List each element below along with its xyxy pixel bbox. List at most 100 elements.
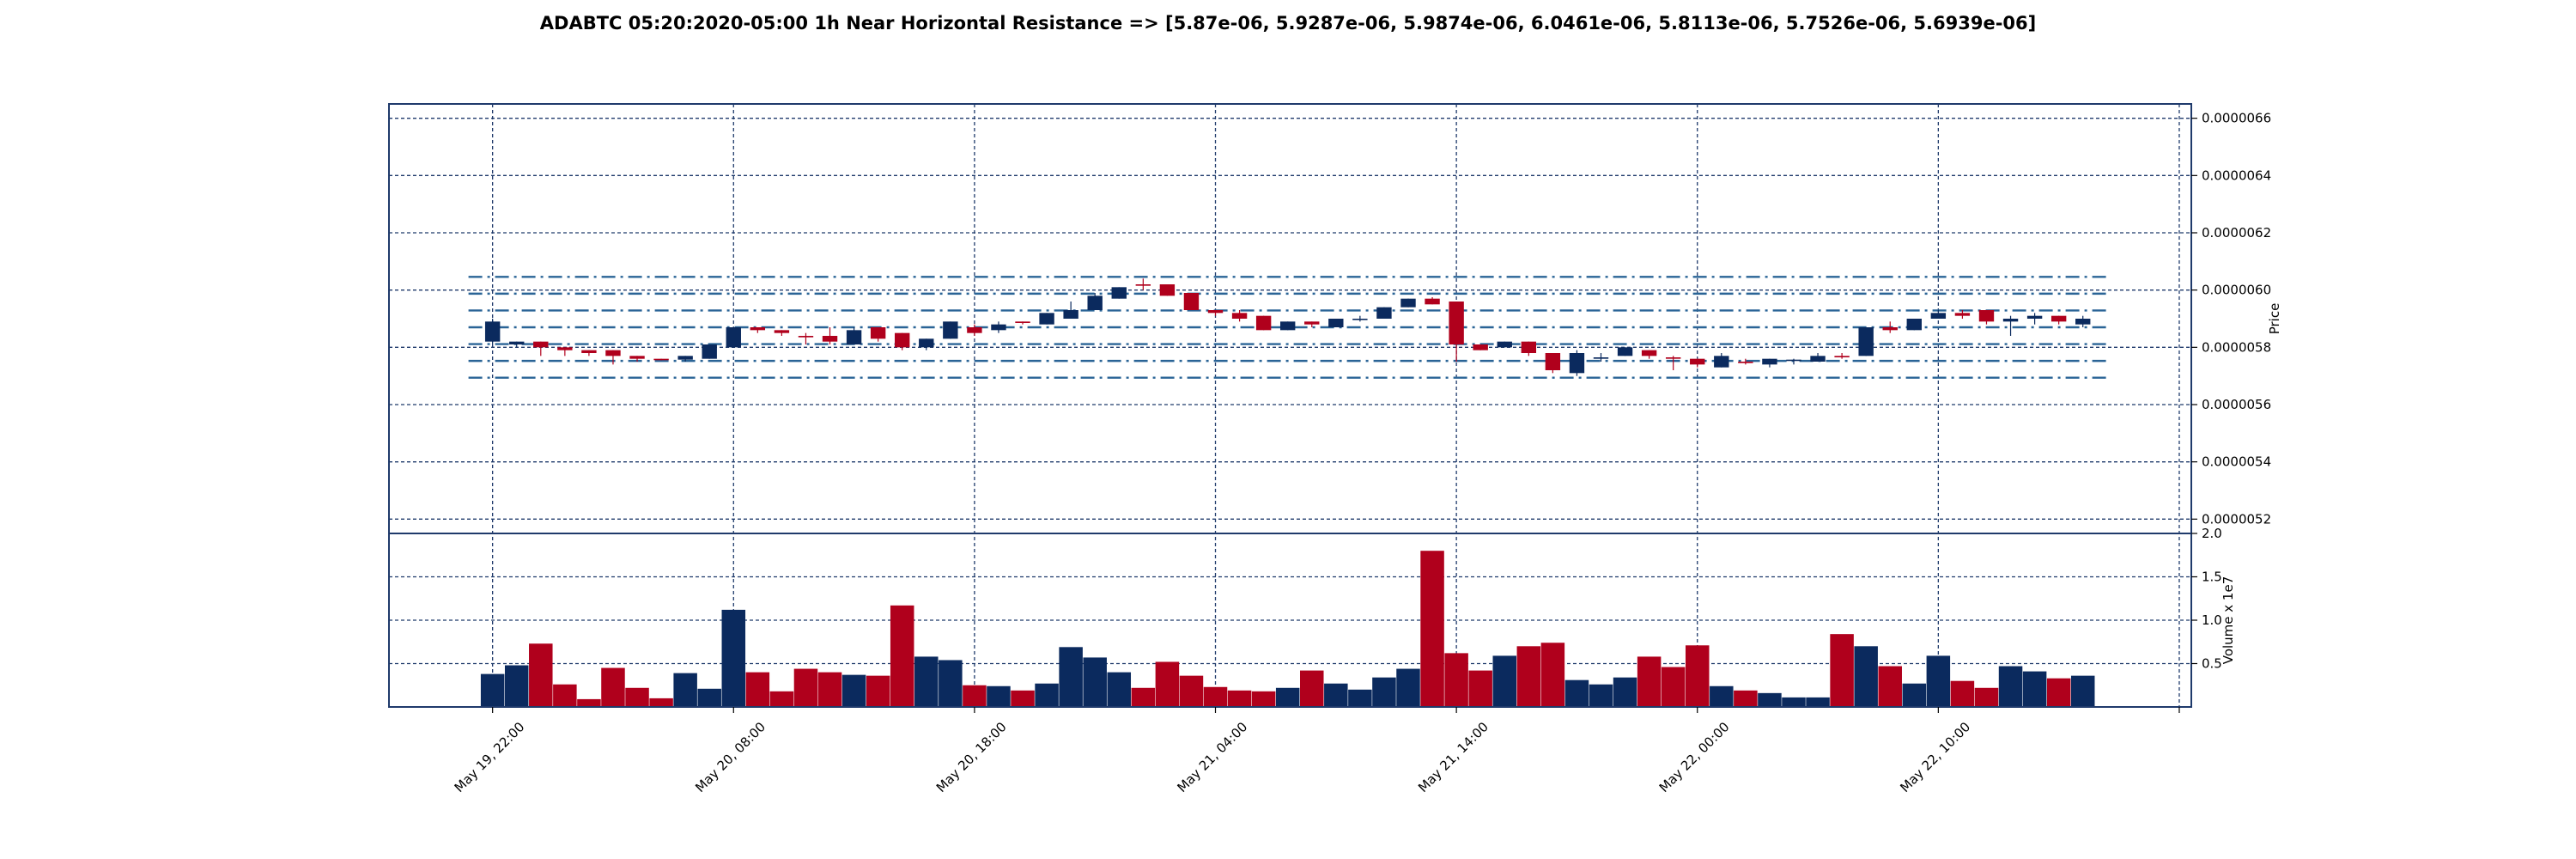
candle — [509, 341, 525, 348]
volume-bar — [1035, 683, 1059, 707]
candle — [1786, 358, 1801, 365]
candle-body — [1328, 319, 1344, 327]
candle — [1231, 310, 1248, 322]
volume-bar — [866, 675, 890, 707]
candle-body — [702, 344, 717, 359]
volume-bar — [890, 605, 914, 707]
candle-body — [1762, 358, 1777, 365]
candle-body — [629, 356, 645, 359]
candle-body — [557, 347, 573, 350]
candle-body — [1111, 287, 1127, 299]
volume-bar — [963, 685, 987, 707]
candle — [1328, 319, 1344, 327]
candle-body — [1231, 313, 1248, 319]
candle-body — [2026, 315, 2043, 319]
candle — [1545, 353, 1561, 374]
candle — [1569, 350, 1585, 376]
candle-body — [1545, 353, 1561, 370]
candle-body — [822, 336, 838, 342]
volume-bar — [745, 672, 770, 707]
candle-body — [1641, 350, 1657, 356]
volume-axis-label: Volume x 1e7 — [2221, 576, 2236, 665]
candle — [1714, 353, 1729, 368]
candle-body — [1063, 310, 1078, 319]
volume-bar — [673, 673, 697, 707]
candle — [1762, 358, 1777, 368]
candle-body — [1279, 321, 1296, 331]
candle — [1135, 278, 1151, 290]
candle — [1279, 321, 1296, 331]
candle-body — [1039, 313, 1054, 325]
candle-body — [509, 341, 525, 344]
candle — [629, 356, 645, 362]
volume-bar — [1059, 647, 1083, 707]
candle — [484, 319, 501, 344]
candle-body — [1858, 327, 1874, 356]
candle-body — [1521, 341, 1537, 353]
volume-bar — [1661, 667, 1686, 707]
candle — [653, 358, 669, 361]
volume-bar — [529, 643, 553, 707]
volume-tick-label: 2.0 — [2202, 526, 2222, 541]
candle — [1858, 327, 1874, 356]
price-tick-label: 0.0000062 — [2202, 225, 2271, 241]
volume-bar — [1830, 634, 1854, 707]
volume-bar — [1179, 675, 1204, 707]
volume-bar — [1275, 687, 1300, 707]
candle — [870, 327, 886, 342]
candle — [1521, 341, 1537, 356]
candle-body — [1376, 307, 1392, 319]
candle — [991, 321, 1006, 333]
candle — [533, 341, 549, 356]
volume-bar — [1734, 690, 1758, 707]
volume-panel-frame — [388, 533, 2192, 708]
price-tick-label: 0.0000066 — [2202, 111, 2271, 126]
volume-bar — [1107, 672, 1132, 707]
candle — [677, 356, 693, 362]
volume-bar — [769, 691, 794, 707]
price-axis-label: Price — [2267, 303, 2282, 335]
candle-body — [1834, 356, 1850, 357]
candle — [1497, 341, 1512, 348]
volume-bar — [1589, 684, 1613, 707]
candle — [1255, 315, 1272, 331]
candle-body — [967, 327, 982, 333]
candle-body — [581, 350, 597, 353]
candle — [798, 332, 814, 344]
candle-body — [605, 350, 621, 356]
volume-bar — [2070, 675, 2095, 707]
candle — [2075, 315, 2091, 327]
candle-body — [1497, 341, 1512, 348]
x-tick-label: May 22, 10:00 — [1897, 719, 1973, 795]
candle — [895, 332, 910, 350]
candle — [1834, 353, 1850, 359]
candle-body — [1569, 353, 1585, 374]
candle — [1039, 313, 1054, 325]
price-tick-label: 0.0000064 — [2202, 168, 2271, 183]
candle — [1473, 344, 1488, 350]
candle — [967, 324, 982, 336]
volume-bar — [2046, 678, 2071, 707]
candle-body — [1449, 302, 1464, 344]
candle — [1111, 287, 1127, 299]
volume-bar — [1516, 646, 1541, 707]
candle — [1449, 302, 1464, 362]
candle-body — [774, 330, 790, 333]
candle — [1400, 298, 1416, 308]
volume-bar — [1420, 551, 1444, 707]
volume-bar — [1468, 670, 1492, 707]
candle-body — [2050, 315, 2067, 322]
volume-bar — [1372, 677, 1396, 707]
candle — [1617, 347, 1633, 356]
volume-bar — [1300, 670, 1324, 707]
candle-body — [677, 356, 693, 360]
candle — [1063, 302, 1078, 319]
volume-bar — [1782, 697, 1806, 707]
candle-body — [798, 336, 814, 338]
candle — [1954, 310, 1971, 319]
candle — [1425, 297, 1440, 305]
candle — [750, 327, 766, 333]
volume-axis-ticks: 0.5 1.0 1.5 2.0 — [2191, 526, 2222, 672]
volume-bar — [625, 687, 649, 707]
